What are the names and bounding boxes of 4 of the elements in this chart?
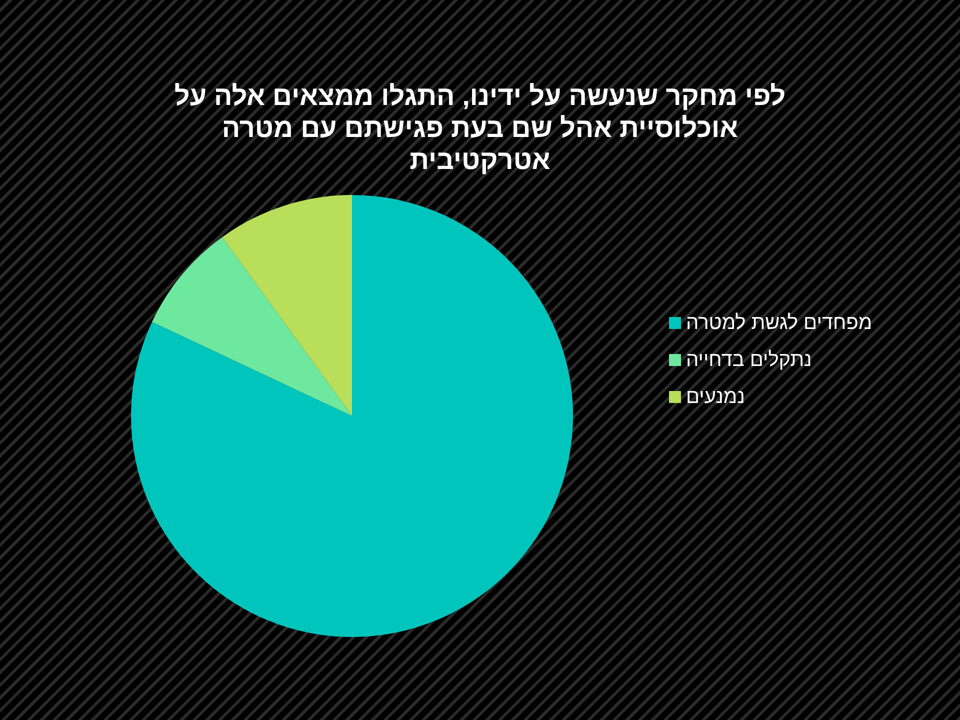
legend-label: מפחדים לגשת למטרה xyxy=(686,312,872,334)
chart-title: לפי מחקר שנעשה על ידינו, התגלו ממצאים אלה על אוכלוסיית אהל שם בעת פגישתם עם מטרה אטרקטיבית xyxy=(173,80,787,176)
legend-label: נמנעים xyxy=(686,386,745,408)
legend-label: נתקלים בדחייה xyxy=(686,349,812,371)
